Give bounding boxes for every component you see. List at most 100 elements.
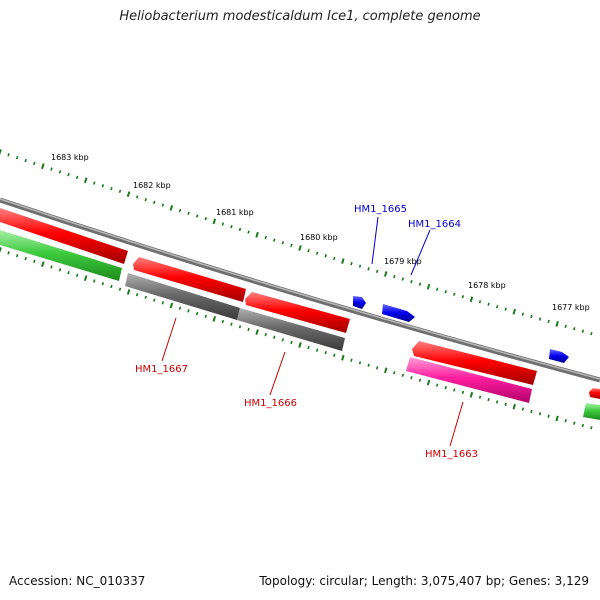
ring-tick bbox=[221, 319, 225, 324]
scale-label: 1681 kbp bbox=[216, 208, 254, 217]
ring-tick bbox=[161, 301, 165, 305]
ring-tick bbox=[512, 308, 516, 315]
gene-hm1-1667[interactable] bbox=[125, 273, 240, 320]
gene-red-left-upper[interactable] bbox=[0, 208, 128, 264]
ring-tick bbox=[264, 235, 267, 240]
ring-tick bbox=[67, 270, 70, 275]
ring-tick bbox=[255, 329, 259, 335]
scale-label: 1683 kbp bbox=[51, 153, 89, 162]
ring-tick bbox=[333, 353, 336, 357]
gene-hm1-1664[interactable] bbox=[382, 304, 415, 322]
ring-tick bbox=[324, 254, 327, 258]
ring-tick bbox=[75, 273, 79, 278]
ring-tick bbox=[144, 197, 147, 202]
gene-labels: HM1_1665 HM1_1664 HM1_1667 HM1_1666 HM1_… bbox=[135, 204, 478, 460]
ring-tick bbox=[307, 248, 310, 253]
gene-red-edge[interactable] bbox=[589, 388, 600, 399]
ring-tick bbox=[169, 205, 174, 211]
genome-backbone bbox=[0, 197, 600, 383]
ring-tick bbox=[50, 265, 53, 269]
gene-green-right[interactable] bbox=[583, 403, 600, 420]
gene-red-2[interactable] bbox=[245, 292, 350, 333]
ring-tick bbox=[521, 407, 525, 411]
ring-tick bbox=[564, 419, 567, 423]
ring-tick bbox=[504, 402, 507, 407]
ring-tick bbox=[393, 371, 396, 375]
ring-tick bbox=[212, 218, 217, 225]
gene-label-hm1-1664[interactable]: HM1_1664 bbox=[408, 219, 461, 230]
page-title: Heliobacterium modesticaldum Ice1, compl… bbox=[119, 9, 481, 24]
ring-tick bbox=[350, 358, 353, 362]
ring-tick bbox=[110, 284, 113, 289]
ring-tick bbox=[298, 245, 302, 251]
ring-tick bbox=[315, 348, 319, 352]
ring-tick bbox=[444, 385, 447, 390]
scale-labels: 1683 kbp 1682 kbp 1681 kbp 1680 kbp 1679… bbox=[51, 153, 590, 312]
ring-tick bbox=[426, 283, 431, 290]
ring-tick bbox=[135, 292, 139, 297]
ring-tick bbox=[383, 271, 388, 277]
ring-tick bbox=[169, 302, 174, 309]
gene-label-hm1-1663[interactable]: HM1_1663 bbox=[425, 449, 478, 460]
ring-tick bbox=[333, 256, 336, 261]
ring-tick bbox=[435, 287, 439, 291]
ring-tick bbox=[273, 335, 276, 339]
ring-tick bbox=[350, 261, 353, 266]
ring-tick bbox=[307, 345, 310, 350]
ring-tick bbox=[444, 290, 447, 294]
ring-tick bbox=[367, 363, 370, 367]
ring-tick bbox=[221, 222, 225, 226]
ring-tick bbox=[290, 243, 293, 248]
gene-hm1-1665[interactable] bbox=[353, 296, 366, 309]
ring-tick bbox=[153, 298, 156, 302]
ring-tick bbox=[195, 311, 199, 316]
gene-red-3[interactable] bbox=[412, 341, 537, 385]
gene-small-blue[interactable] bbox=[549, 349, 569, 363]
gene-label-hm1-1665[interactable]: HM1_1665 bbox=[354, 204, 407, 215]
ring-tick bbox=[418, 282, 422, 286]
ring-tick bbox=[530, 409, 533, 414]
ring-tick bbox=[504, 307, 507, 311]
ring-tick bbox=[118, 287, 122, 291]
ring-tick bbox=[126, 289, 131, 295]
gene-label-hm1-1666[interactable]: HM1_1666 bbox=[244, 398, 297, 409]
ring-tick bbox=[7, 251, 10, 255]
scale-label: 1678 kbp bbox=[468, 281, 506, 290]
ring-tick bbox=[93, 181, 96, 185]
ring-tick bbox=[573, 421, 576, 425]
ring-tick bbox=[135, 195, 139, 199]
ring-tick bbox=[187, 211, 190, 215]
ring-tick bbox=[0, 247, 2, 253]
ring-tick bbox=[15, 156, 19, 160]
scale-label: 1682 kbp bbox=[133, 181, 171, 190]
ring-tick bbox=[375, 269, 379, 274]
gene-hm1-1666[interactable] bbox=[237, 308, 345, 351]
scale-label: 1680 kbp bbox=[300, 233, 338, 242]
ring-tick bbox=[581, 329, 585, 333]
ring-tick bbox=[41, 163, 45, 170]
ring-tick bbox=[573, 327, 576, 331]
ring-tick bbox=[247, 230, 250, 234]
ring-tick bbox=[33, 259, 36, 264]
ring-tick bbox=[281, 338, 285, 342]
gene-green-left[interactable] bbox=[0, 230, 122, 281]
gene-hm1-1663[interactable] bbox=[406, 357, 532, 403]
ring-tick bbox=[290, 340, 293, 345]
gene-red-1[interactable] bbox=[133, 257, 246, 302]
ring-tick bbox=[581, 423, 584, 428]
ring-tick bbox=[58, 268, 62, 272]
gene-label-hm1-1667[interactable]: HM1_1667 bbox=[135, 364, 188, 375]
ring-tick bbox=[538, 412, 542, 416]
ring-tick bbox=[230, 322, 233, 326]
ring-tick bbox=[564, 324, 567, 329]
ring-tick bbox=[401, 277, 405, 281]
ring-tick bbox=[144, 295, 147, 300]
ring-tick bbox=[410, 376, 413, 380]
ring-tick bbox=[178, 306, 182, 310]
scale-ring bbox=[0, 149, 593, 336]
ring-tick bbox=[530, 314, 533, 319]
ring-tick bbox=[24, 158, 27, 163]
ring-tick bbox=[273, 238, 276, 242]
ring-tick bbox=[15, 254, 19, 258]
